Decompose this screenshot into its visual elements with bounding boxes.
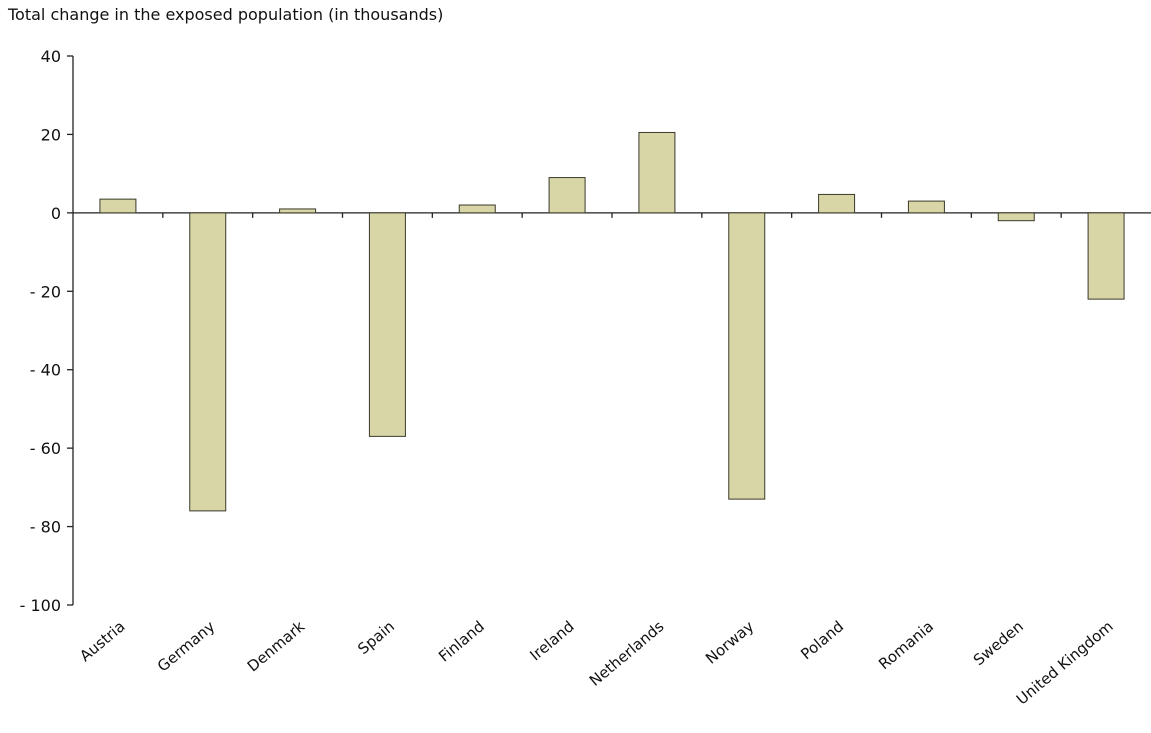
category-labels: Austria Germany Denmark Spain Finland Ireland… xyxy=(76,617,1116,708)
bar-romania xyxy=(907,200,945,214)
x-category-label: Spain xyxy=(354,617,398,658)
x-category-label: Ireland xyxy=(526,617,577,664)
bar-ireland xyxy=(548,177,586,214)
bar-germany xyxy=(189,212,227,512)
x-axis xyxy=(73,212,1151,218)
y-tick-label: - 80 xyxy=(30,518,61,537)
x-category-label: Finland xyxy=(435,617,488,665)
bar-denmark xyxy=(279,208,317,214)
y-tick-label: - 20 xyxy=(30,282,61,301)
y-tick-label: - 40 xyxy=(30,361,61,380)
x-category-label: Norway xyxy=(702,617,757,667)
chart-title: Total change in the exposed population (… xyxy=(8,5,444,24)
bars xyxy=(99,131,1125,512)
bar-spain xyxy=(368,212,406,437)
bar-poland xyxy=(818,193,856,214)
bar-united-kingdom xyxy=(1087,212,1125,300)
x-category-label: Austria xyxy=(76,617,128,665)
x-category-label: Denmark xyxy=(244,617,309,675)
x-category-label: Poland xyxy=(797,617,847,663)
x-category-label: Sweden xyxy=(970,617,1027,669)
bar-sweden xyxy=(997,212,1035,222)
bar-finland xyxy=(458,204,496,214)
x-category-label: United Kingdom xyxy=(1013,617,1117,708)
x-category-label: Netherlands xyxy=(586,617,668,690)
y-tick-label: 40 xyxy=(41,47,61,66)
x-category-label: Germany xyxy=(154,617,218,675)
bar-netherlands xyxy=(638,131,676,214)
y-tick-label: - 60 xyxy=(30,439,61,458)
y-tick-label: - 100 xyxy=(20,596,61,615)
bar-austria xyxy=(99,198,137,214)
y-tick-label: 20 xyxy=(41,125,61,144)
y-axis: 40 20 0 - 20 - 40 - 60 - 80 - 100 xyxy=(20,47,74,615)
y-tick-label: 0 xyxy=(51,204,61,223)
bar-norway xyxy=(728,212,766,500)
x-category-label: Romania xyxy=(875,617,937,673)
